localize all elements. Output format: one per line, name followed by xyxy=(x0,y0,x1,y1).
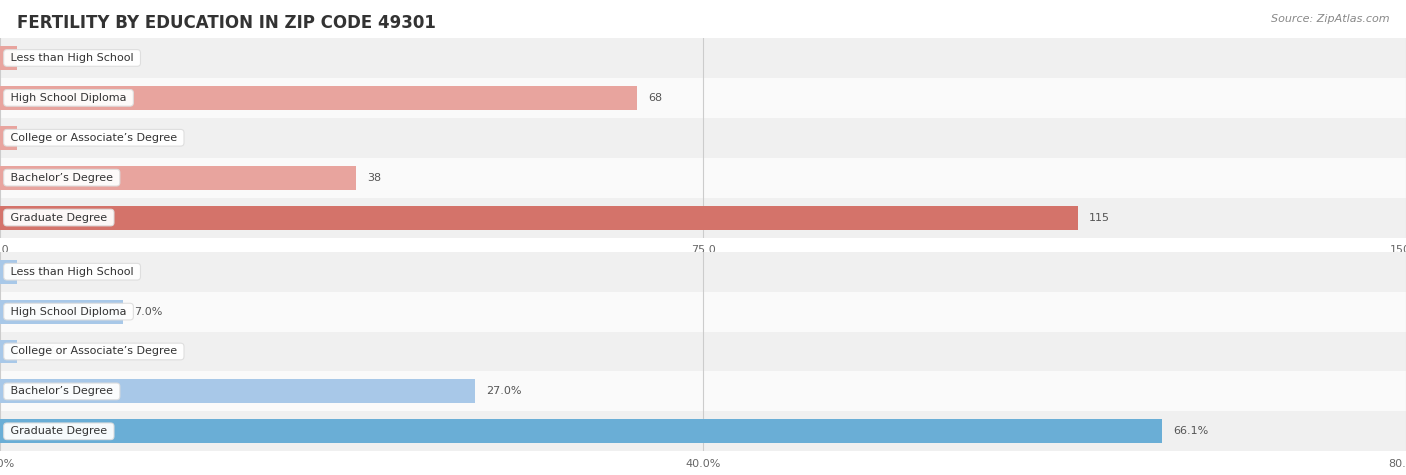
Text: High School Diploma: High School Diploma xyxy=(7,306,129,317)
Text: 38: 38 xyxy=(367,172,381,183)
Text: Graduate Degree: Graduate Degree xyxy=(7,212,111,223)
Bar xyxy=(0,419,17,443)
Bar xyxy=(0,380,17,403)
Text: Less than High School: Less than High School xyxy=(7,53,138,63)
Bar xyxy=(0,166,17,190)
Text: 68: 68 xyxy=(648,93,662,103)
Bar xyxy=(0,126,17,150)
Text: College or Associate’s Degree: College or Associate’s Degree xyxy=(7,346,180,357)
Bar xyxy=(0,292,1406,332)
Bar xyxy=(0,118,1406,158)
Bar xyxy=(0,166,356,190)
Text: High School Diploma: High School Diploma xyxy=(7,93,129,103)
Bar xyxy=(0,371,1406,411)
Bar xyxy=(0,206,17,229)
Bar xyxy=(0,260,17,284)
Text: 115: 115 xyxy=(1090,212,1111,223)
Text: 0.0%: 0.0% xyxy=(28,266,56,277)
Bar xyxy=(0,86,17,110)
Bar xyxy=(0,300,124,323)
Text: Bachelor’s Degree: Bachelor’s Degree xyxy=(7,386,117,397)
Bar xyxy=(0,380,475,403)
Text: 0.0: 0.0 xyxy=(28,133,46,143)
Bar xyxy=(0,158,1406,198)
Bar xyxy=(0,300,17,323)
Bar xyxy=(0,206,1078,229)
Bar xyxy=(0,332,1406,371)
Text: College or Associate’s Degree: College or Associate’s Degree xyxy=(7,133,180,143)
Text: 0.0: 0.0 xyxy=(28,53,46,63)
Text: 0.0%: 0.0% xyxy=(28,346,56,357)
Text: Source: ZipAtlas.com: Source: ZipAtlas.com xyxy=(1271,14,1389,24)
Bar xyxy=(0,78,1406,118)
Text: Graduate Degree: Graduate Degree xyxy=(7,426,111,437)
Bar xyxy=(0,411,1406,451)
Text: Bachelor’s Degree: Bachelor’s Degree xyxy=(7,172,117,183)
Bar xyxy=(0,38,1406,78)
Bar xyxy=(0,86,637,110)
Text: 7.0%: 7.0% xyxy=(135,306,163,317)
Bar xyxy=(0,252,1406,292)
Bar xyxy=(0,419,1161,443)
Text: FERTILITY BY EDUCATION IN ZIP CODE 49301: FERTILITY BY EDUCATION IN ZIP CODE 49301 xyxy=(17,14,436,32)
Bar xyxy=(0,198,1406,238)
Text: 66.1%: 66.1% xyxy=(1173,426,1208,437)
Bar xyxy=(0,46,17,70)
Bar xyxy=(0,340,17,363)
Text: Less than High School: Less than High School xyxy=(7,266,138,277)
Text: 27.0%: 27.0% xyxy=(486,386,522,397)
